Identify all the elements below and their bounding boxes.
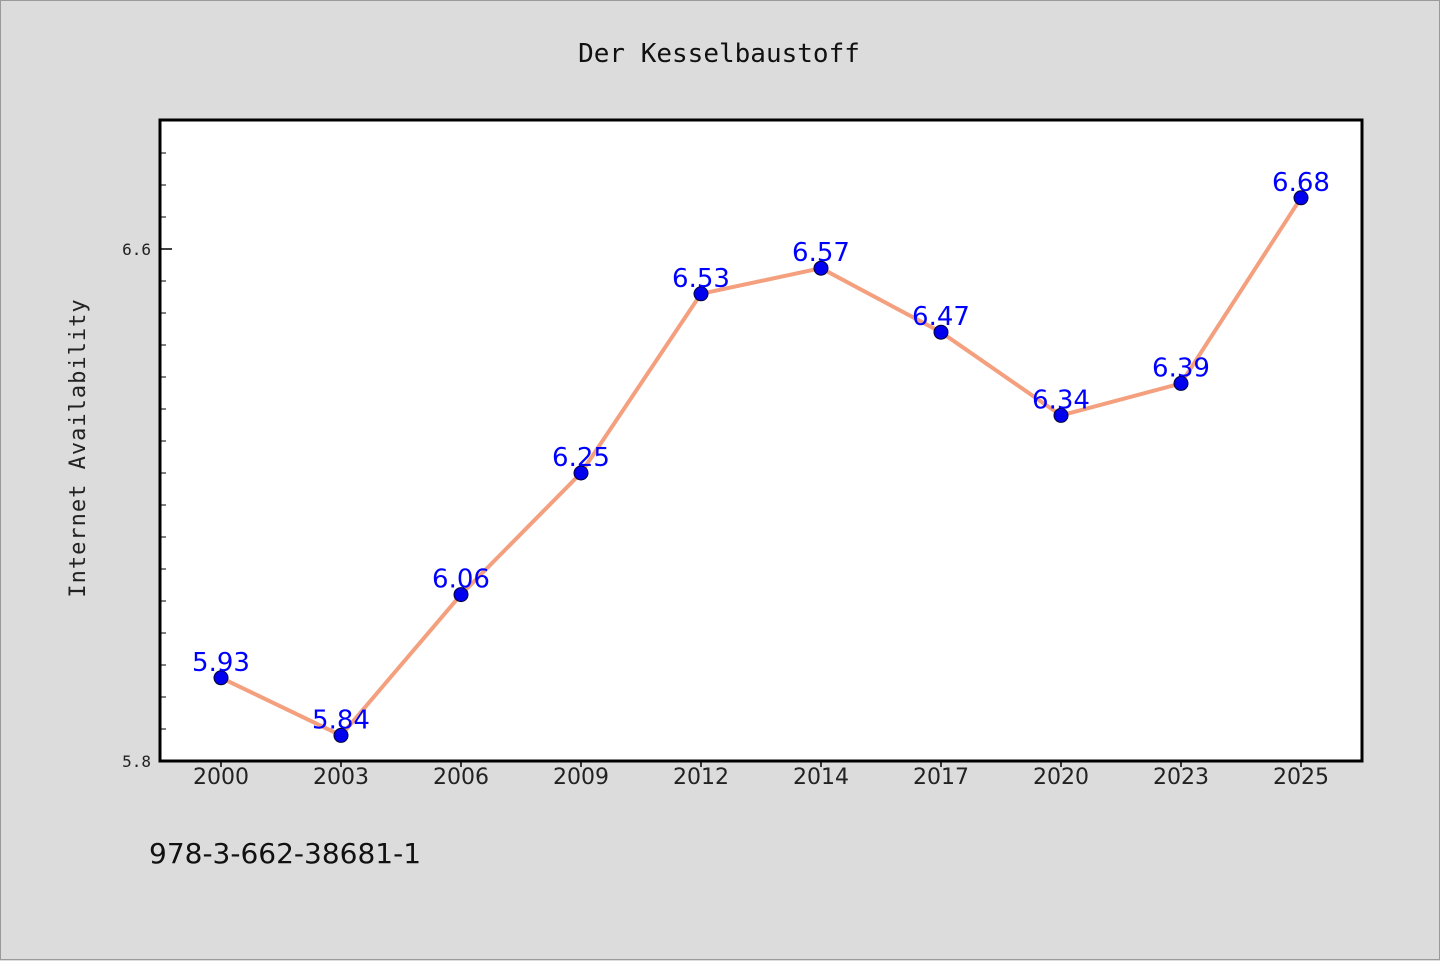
x-tick-label: 2014	[793, 765, 849, 790]
data-labels-group: 5.93 5.84 6.06 6.25 6.53 6.57 6.47 6.34 6.39 6.68	[192, 168, 1330, 736]
chart-title: Der Kesselbaustoff	[578, 39, 860, 69]
y-axis-ticks: 5.8 6.6	[122, 240, 172, 771]
data-label: 6.34	[1032, 385, 1090, 415]
data-point	[213, 670, 229, 686]
data-point	[333, 727, 349, 743]
data-point	[933, 324, 949, 340]
x-tick-label: 2020	[1033, 765, 1089, 790]
data-label: 6.68	[1272, 168, 1330, 198]
points-group	[213, 190, 1309, 743]
data-point	[1173, 375, 1189, 391]
data-label: 6.57	[792, 238, 850, 268]
data-label: 5.93	[192, 648, 250, 678]
data-point	[813, 260, 829, 276]
series-group	[220, 196, 1303, 738]
y-axis-label: Internet Availability	[66, 298, 91, 597]
x-tick-label: 2000	[193, 765, 249, 790]
data-label: 6.39	[1152, 353, 1210, 383]
data-point	[693, 286, 709, 302]
x-tick-label: 2006	[433, 765, 489, 790]
x-tick-label: 2025	[1273, 765, 1329, 790]
y-tick-label: 5.8	[122, 752, 151, 771]
series-line	[220, 196, 1303, 738]
x-tick-label: 2012	[673, 765, 729, 790]
x-tick-label: 2003	[313, 765, 369, 790]
footer-code: 978-3-662-38681-1	[149, 837, 421, 870]
data-label: 6.25	[552, 443, 610, 473]
plot-area	[158, 118, 1364, 763]
data-label: 6.53	[672, 264, 730, 294]
data-label: 6.06	[432, 565, 490, 595]
y-tick-label: 6.6	[122, 240, 151, 259]
data-point	[573, 465, 589, 481]
x-axis-ticks: 2000 2003 2006 2009 2012 2014 2017 2020 2023 2025	[193, 761, 1329, 790]
data-label: 6.47	[912, 302, 970, 332]
x-tick-label: 2017	[913, 765, 969, 790]
data-point	[453, 587, 469, 603]
x-tick-label: 2023	[1153, 765, 1209, 790]
data-point	[1293, 190, 1309, 206]
data-point	[1053, 407, 1069, 423]
data-label: 5.84	[312, 705, 370, 735]
x-tick-label: 2009	[553, 765, 609, 790]
y-minor-ticks	[160, 152, 166, 730]
